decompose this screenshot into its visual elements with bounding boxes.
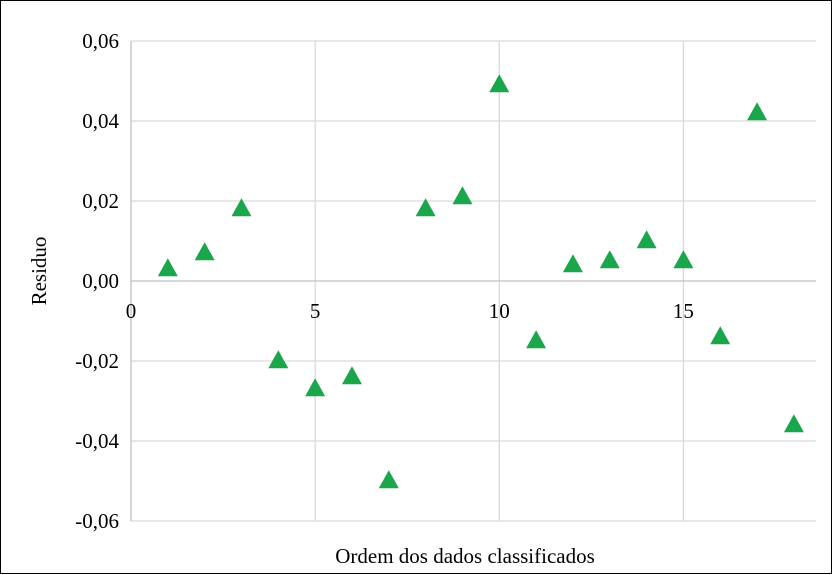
- data-point-8: [415, 198, 436, 217]
- y-tick-label: -0,04: [75, 429, 119, 453]
- data-point-14: [636, 230, 657, 249]
- y-tick-label: 0,00: [82, 269, 119, 293]
- data-point-3: [231, 198, 252, 217]
- data-point-13: [599, 250, 620, 269]
- y-tick-label: 0,06: [82, 29, 119, 53]
- data-point-1: [157, 258, 178, 277]
- y-tick-label: 0,02: [82, 189, 119, 213]
- y-tick-label: -0,06: [75, 509, 119, 533]
- data-point-2: [194, 242, 215, 261]
- axis-layer: [130, 41, 816, 521]
- y-tick-label: 0,04: [82, 109, 119, 133]
- data-point-18: [783, 414, 804, 433]
- y-tick-label: -0,02: [75, 349, 119, 373]
- data-point-17: [747, 102, 768, 121]
- x-tick-label: 0: [126, 299, 137, 323]
- data-point-12: [562, 254, 583, 273]
- tick-label-layer: -0,06 -0,04 -0,02 0,00 0,02 0,04 0,06 0 5 10 15: [75, 29, 694, 533]
- data-point-6: [341, 366, 362, 385]
- data-point-11: [526, 330, 547, 349]
- data-point-7: [378, 470, 399, 489]
- data-points-layer: [157, 74, 804, 489]
- data-point-15: [673, 250, 694, 269]
- x-tick-label: 5: [310, 299, 321, 323]
- y-axis-title: Residuo: [27, 237, 51, 306]
- data-point-16: [710, 326, 731, 345]
- x-tick-label: 10: [489, 299, 510, 323]
- x-axis-title: Ordem dos dados classificados: [335, 544, 595, 568]
- data-point-4: [268, 350, 289, 369]
- x-tick-label: 15: [673, 299, 694, 323]
- data-point-10: [489, 74, 510, 93]
- data-point-5: [305, 378, 326, 397]
- data-point-9: [452, 186, 473, 205]
